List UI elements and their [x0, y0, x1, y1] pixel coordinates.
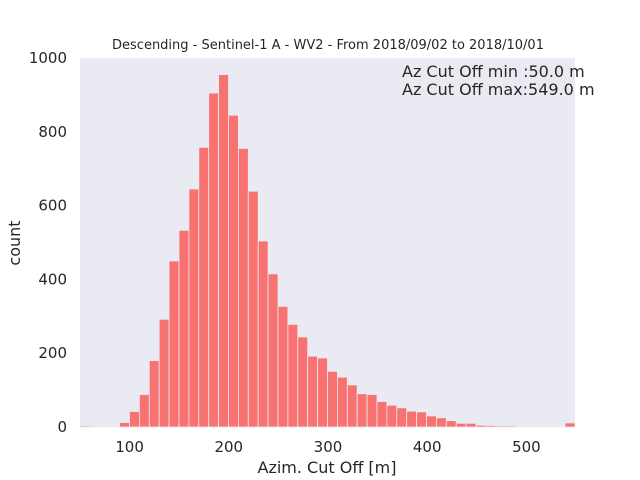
histogram-bar: [515, 425, 526, 428]
histogram-bar: [346, 384, 358, 428]
histogram-bar: [138, 394, 150, 428]
y-tick-label: 400: [38, 270, 67, 288]
histogram-bar: [327, 370, 338, 428]
x-axis-ticks: 100 200 300 400 500: [115, 438, 540, 456]
histogram-bar: [356, 393, 368, 428]
histogram-bar: [535, 425, 546, 428]
histogram-bar: [396, 407, 408, 428]
x-axis-label: Azim. Cut Off [m]: [258, 458, 397, 477]
histogram-bar: [178, 229, 190, 428]
histogram-bar: [237, 148, 249, 428]
histogram-bar: [99, 425, 111, 428]
y-axis-ticks: 0 200 400 600 800 1000: [29, 49, 67, 436]
histogram-bar: [129, 411, 140, 428]
histogram-bar: [277, 305, 289, 428]
histogram-bar: [386, 404, 398, 428]
histogram-bar: [287, 324, 299, 428]
x-tick-label: 100: [115, 438, 144, 456]
histogram-bar: [267, 273, 279, 428]
y-tick-label: 0: [57, 418, 67, 436]
histogram-bar: [188, 188, 200, 428]
bars-group: [79, 74, 576, 428]
annotation-min: Az Cut Off min :50.0 m: [402, 62, 585, 81]
x-tick-label: 500: [512, 438, 541, 456]
histogram-bar: [475, 424, 487, 428]
histogram-bar: [485, 425, 497, 428]
histogram-bar: [435, 417, 447, 428]
histogram-bar: [554, 425, 566, 428]
annotation-max: Az Cut Off max:549.0 m: [402, 80, 595, 99]
histogram-bar: [119, 422, 130, 428]
y-tick-label: 600: [38, 197, 67, 215]
x-tick-label: 200: [214, 438, 243, 456]
histogram-bar: [564, 422, 576, 428]
histogram-bar: [257, 240, 269, 428]
histogram-bar: [79, 425, 91, 428]
histogram-bar: [366, 394, 378, 428]
histogram-bar: [168, 260, 180, 428]
histogram-bar: [445, 420, 457, 428]
histogram-bar: [158, 318, 170, 428]
histogram-bar: [336, 376, 348, 428]
x-tick-label: 300: [314, 438, 343, 456]
histogram-bar: [198, 146, 210, 428]
histogram-bar: [297, 336, 309, 428]
histogram-bar: [376, 401, 388, 428]
histogram-bar: [317, 357, 328, 428]
histogram-bar: [465, 422, 477, 428]
y-tick-label: 800: [38, 123, 67, 141]
histogram-bar: [406, 410, 418, 428]
histogram-bar: [208, 92, 219, 428]
histogram-bar: [455, 422, 467, 428]
histogram-bar: [525, 425, 536, 428]
histogram-bar: [247, 190, 259, 428]
histogram-bar: [495, 425, 507, 428]
y-axis-label: count: [5, 220, 24, 265]
histogram-bar: [307, 355, 319, 428]
x-tick-label: 400: [413, 438, 442, 456]
y-tick-label: 1000: [29, 49, 67, 67]
histogram-bar: [228, 114, 239, 428]
histogram-bar: [416, 411, 427, 428]
histogram-bar: [218, 74, 229, 428]
histogram-bar: [109, 425, 120, 428]
histogram-bar: [505, 425, 517, 428]
histogram-bar: [148, 360, 160, 428]
histogram-bar: [544, 425, 556, 428]
histogram-bar: [426, 415, 437, 428]
chart-title: Descending - Sentinel-1 A - WV2 - From 2…: [112, 38, 544, 53]
y-tick-label: 200: [38, 344, 67, 362]
